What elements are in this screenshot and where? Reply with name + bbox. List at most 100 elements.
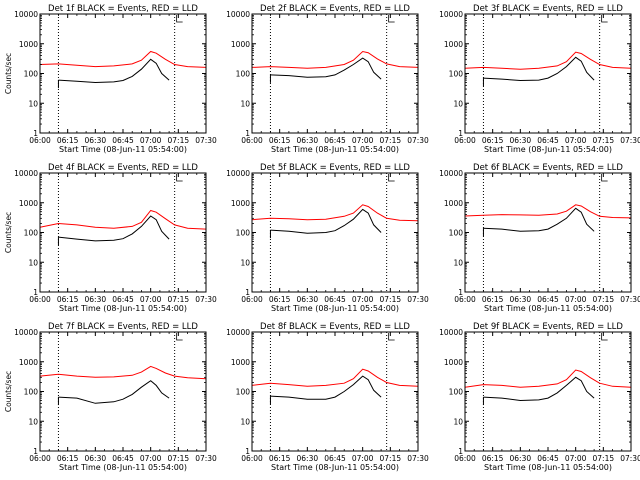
flag-marker <box>601 15 608 23</box>
x-tick-label: 06:45 <box>324 136 346 145</box>
x-tick-label: 06:15 <box>57 136 79 145</box>
y-tick-label: 1 <box>458 288 463 297</box>
y-tick-label: 1000 <box>231 40 250 49</box>
x-tick-label: 07:15 <box>168 295 190 304</box>
y-tick-label: 10 <box>240 258 250 267</box>
x-tick-label: 07:00 <box>352 136 374 145</box>
y-tick-label: 100 <box>449 388 464 397</box>
y-tick-label: 10 <box>240 99 250 108</box>
x-tick-label: 07:30 <box>407 454 429 463</box>
x-axis-label: Start Time (08-Jun-11 05:54:00) <box>59 463 187 472</box>
y-tick-label: 100 <box>236 229 251 238</box>
series-line-events <box>483 207 595 232</box>
x-tick-label: 06:15 <box>269 295 291 304</box>
x-axis-label: Start Time (08-Jun-11 05:54:00) <box>59 304 187 313</box>
x-tick-label: 07:00 <box>140 136 162 145</box>
x-tick-label: 06:30 <box>510 454 532 463</box>
x-tick-label: 07:15 <box>593 454 615 463</box>
series-line-lld <box>251 204 419 222</box>
chart-panel-2: Det 2f BLACK = Events, RED = LLD 1 10 100 10… <box>226 4 429 154</box>
x-axis-label: Start Time (08-Jun-11 05:54:00) <box>271 304 399 313</box>
y-tick-label: 10 <box>453 417 463 426</box>
x-tick-label: 06:15 <box>482 295 504 304</box>
chart-panel-3: Det 3f BLACK = Events, RED = LLD 1 10 100 10… <box>439 4 640 154</box>
x-tick-label: 07:00 <box>140 295 162 304</box>
x-tick-label: 07:30 <box>620 136 640 145</box>
x-tick-label: 06:00 <box>29 454 51 463</box>
x-tick-label: 06:00 <box>241 295 263 304</box>
x-tick-label: 06:15 <box>482 454 504 463</box>
x-tick-label: 06:45 <box>324 295 346 304</box>
plot-frame <box>251 13 419 134</box>
y-tick-label: 10000 <box>439 169 463 178</box>
series-line-lld <box>39 209 207 230</box>
flag-marker <box>388 333 395 341</box>
y-tick-label: 1 <box>33 447 38 456</box>
x-tick-label: 07:30 <box>620 295 640 304</box>
plot-frame <box>464 172 632 293</box>
chart-panel-8: Det 8f BLACK = Events, RED = LLD 1 10 100 10… <box>226 322 429 472</box>
flag-marker <box>176 174 183 182</box>
x-tick-label: 06:30 <box>297 136 319 145</box>
x-tick-label: 07:00 <box>352 454 374 463</box>
x-tick-label: 06:30 <box>85 454 107 463</box>
x-tick-label: 07:15 <box>380 295 402 304</box>
x-tick-label: 07:15 <box>168 136 190 145</box>
x-tick-label: 06:45 <box>112 136 134 145</box>
y-tick-label: 10000 <box>439 10 463 19</box>
x-tick-label: 07:15 <box>593 295 615 304</box>
x-tick-label: 06:30 <box>510 136 532 145</box>
flag-marker <box>176 15 183 23</box>
x-tick-label: 07:15 <box>380 454 402 463</box>
y-tick-label: 100 <box>236 388 251 397</box>
plot-frame <box>39 172 207 293</box>
y-tick-label: 10 <box>28 99 38 108</box>
y-tick-label: 10 <box>453 258 463 267</box>
x-tick-label: 06:00 <box>29 136 51 145</box>
x-tick-label: 07:30 <box>407 136 429 145</box>
chart-panel-1: Det 1f BLACK = Events, RED = LLD 1 10 100 10… <box>4 4 217 154</box>
y-tick-label: 10000 <box>14 169 38 178</box>
x-tick-label: 07:15 <box>593 136 615 145</box>
x-tick-label: 06:45 <box>112 295 134 304</box>
x-tick-label: 07:30 <box>407 295 429 304</box>
x-axis-label: Start Time (08-Jun-11 05:54:00) <box>484 145 612 154</box>
plot-frame <box>464 13 632 134</box>
x-tick-label: 06:15 <box>269 454 291 463</box>
x-tick-label: 07:00 <box>565 454 587 463</box>
x-tick-label: 06:45 <box>537 295 559 304</box>
x-tick-label: 07:30 <box>195 136 217 145</box>
x-tick-label: 07:00 <box>565 295 587 304</box>
y-tick-label: 10000 <box>14 328 38 337</box>
x-tick-label: 06:30 <box>510 295 532 304</box>
chart-title: Det 6f BLACK = Events, RED = LLD <box>473 163 623 173</box>
x-tick-label: 06:45 <box>112 454 134 463</box>
chart-title: Det 2f BLACK = Events, RED = LLD <box>260 4 410 14</box>
x-tick-label: 06:45 <box>537 136 559 145</box>
y-tick-label: 100 <box>24 388 39 397</box>
chart-title: Det 1f BLACK = Events, RED = LLD <box>48 4 198 14</box>
x-axis-label: Start Time (08-Jun-11 05:54:00) <box>59 145 187 154</box>
y-tick-label: 1 <box>458 447 463 456</box>
x-tick-label: 06:00 <box>454 454 476 463</box>
chart-panel-7: Det 7f BLACK = Events, RED = LLD 1 10 100 10… <box>4 322 217 472</box>
y-tick-label: 1 <box>245 129 250 138</box>
x-tick-label: 07:15 <box>168 454 190 463</box>
y-tick-label: 10000 <box>439 328 463 337</box>
y-tick-label: 10 <box>28 417 38 426</box>
x-tick-label: 06:30 <box>297 295 319 304</box>
x-tick-label: 06:45 <box>324 454 346 463</box>
x-tick-label: 07:00 <box>140 454 162 463</box>
chart-title: Det 3f BLACK = Events, RED = LLD <box>473 4 623 14</box>
x-tick-label: 06:00 <box>29 295 51 304</box>
x-tick-label: 06:00 <box>241 454 263 463</box>
y-tick-label: 1 <box>458 129 463 138</box>
series-line-events <box>270 375 382 400</box>
y-axis-label: Counts/sec <box>4 212 13 253</box>
x-tick-label: 07:15 <box>380 136 402 145</box>
series-line-lld <box>464 51 632 70</box>
y-tick-label: 100 <box>24 70 39 79</box>
plot-frame <box>39 13 207 134</box>
chart-title: Det 8f BLACK = Events, RED = LLD <box>260 322 410 332</box>
